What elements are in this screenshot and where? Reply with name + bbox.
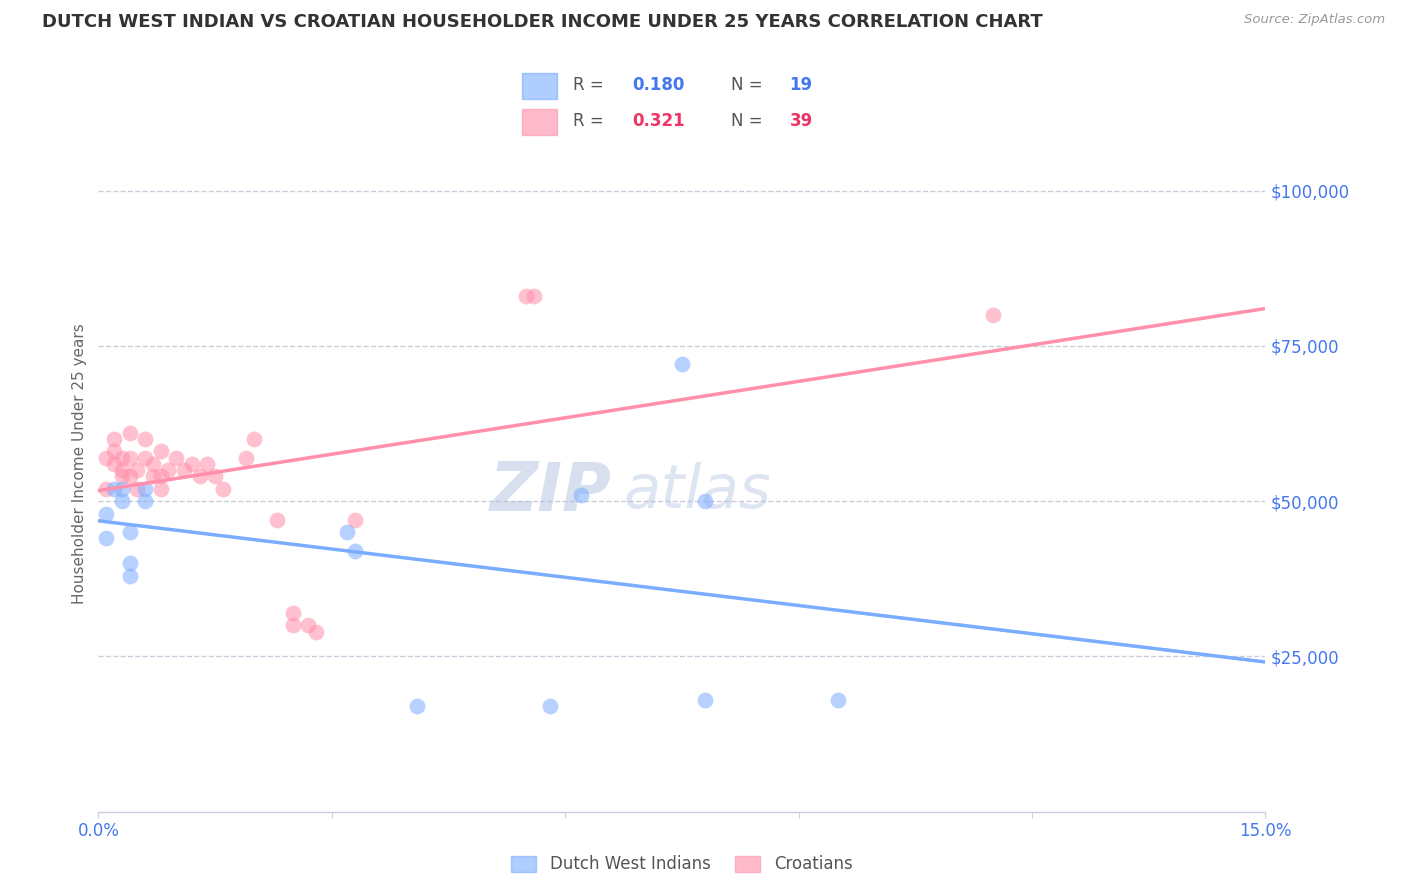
Point (523, 289, 546, 303)
Point (165, 450, 187, 465)
Point (142, 469, 165, 483)
Point (111, 463, 134, 477)
Point (406, 699, 429, 714)
Text: 0.321: 0.321 (633, 112, 685, 130)
Point (149, 469, 172, 483)
Point (96, 507, 118, 521)
Text: DUTCH WEST INDIAN VS CROATIAN HOUSEHOLDER INCOME UNDER 25 YEARS CORRELATION CHAR: DUTCH WEST INDIAN VS CROATIAN HOUSEHOLDE… (42, 13, 1043, 31)
Y-axis label: Householder Income Under 25 years: Householder Income Under 25 years (72, 324, 87, 604)
Point (103, 482, 125, 496)
Point (695, 693, 717, 707)
Point (195, 457, 218, 471)
Point (344, 543, 367, 558)
Point (336, 525, 359, 540)
Point (305, 624, 328, 639)
Point (127, 463, 149, 477)
Legend: Dutch West Indians, Croatians: Dutch West Indians, Croatians (505, 848, 859, 880)
Point (695, 494, 717, 508)
Point (134, 450, 156, 465)
Point (111, 469, 134, 483)
Point (827, 693, 849, 707)
Text: atlas: atlas (623, 462, 772, 521)
Point (96, 482, 118, 496)
Point (671, 358, 693, 372)
Point (569, 488, 592, 502)
Text: Source: ZipAtlas.com: Source: ZipAtlas.com (1244, 13, 1385, 27)
Point (173, 463, 195, 477)
Text: ZIP: ZIP (491, 458, 612, 524)
Point (96, 532, 118, 546)
Point (127, 482, 149, 496)
Point (180, 457, 202, 471)
Point (188, 469, 211, 483)
Text: 39: 39 (790, 112, 813, 130)
Point (134, 432, 156, 446)
Text: N =: N = (731, 112, 768, 130)
Text: 19: 19 (790, 76, 813, 94)
Point (118, 556, 141, 570)
Point (118, 425, 141, 440)
Point (111, 450, 134, 465)
Point (111, 482, 134, 496)
Point (118, 450, 141, 465)
Point (538, 699, 561, 714)
Text: R =: R = (574, 112, 609, 130)
Point (118, 469, 141, 483)
Point (149, 444, 172, 458)
Point (235, 450, 257, 465)
Point (96, 450, 118, 465)
Point (149, 482, 172, 496)
Bar (522, 109, 557, 135)
Point (111, 494, 134, 508)
Point (981, 308, 1004, 322)
Point (157, 463, 180, 477)
Point (515, 289, 537, 303)
Text: R =: R = (574, 76, 609, 94)
Text: N =: N = (731, 76, 768, 94)
Point (281, 606, 304, 620)
Point (103, 444, 125, 458)
Point (134, 494, 156, 508)
Point (297, 618, 319, 632)
Point (118, 525, 141, 540)
Bar (522, 73, 557, 99)
Point (243, 432, 266, 446)
Point (134, 482, 156, 496)
Text: 0.180: 0.180 (633, 76, 685, 94)
Point (281, 618, 304, 632)
Point (103, 457, 125, 471)
Point (142, 457, 165, 471)
Point (212, 482, 235, 496)
Point (344, 513, 367, 527)
Point (204, 469, 226, 483)
Point (103, 432, 125, 446)
Point (266, 513, 288, 527)
Point (118, 568, 141, 582)
